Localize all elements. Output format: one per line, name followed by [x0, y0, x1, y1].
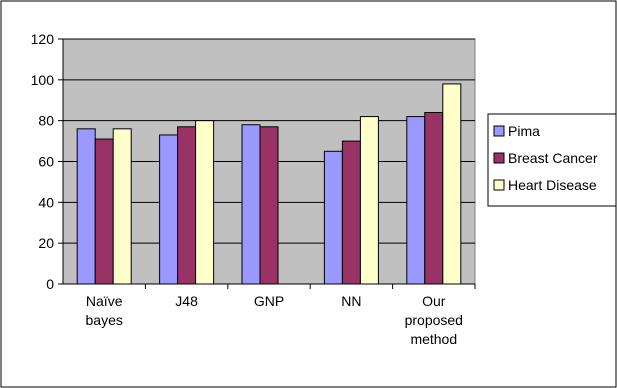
bar-pima [241, 124, 261, 285]
bar-heart-disease [112, 128, 132, 285]
bar-breast-cancer [94, 138, 114, 285]
bar-pima [76, 128, 96, 285]
x-tick-label: method [410, 331, 457, 347]
bar-heart-disease [442, 83, 462, 285]
axes: 0 20 40 60 80 100 120 Naïve bayes J48 GNP NN Our prop… [31, 31, 476, 347]
legend-swatch-pima [493, 125, 505, 137]
legend-label: Heart Disease [508, 177, 597, 193]
x-tick-label: GNP [254, 293, 284, 309]
x-tick-label: bayes [86, 312, 123, 328]
legend-box [487, 113, 617, 207]
x-tick-label: NN [341, 293, 361, 309]
x-tick-label: Naïve [86, 293, 123, 309]
bar-breast-cancer [259, 126, 279, 285]
bar-breast-cancer [341, 140, 361, 285]
x-tick-label: Our [422, 293, 446, 309]
bar-pima [323, 150, 343, 285]
bar-heart-disease [195, 120, 215, 285]
x-tick-label: proposed [405, 312, 463, 328]
bar-pima [159, 134, 179, 285]
legend: Pima Breast Cancer Heart Disease [487, 113, 617, 207]
legend-swatch-breast-cancer [493, 152, 505, 164]
y-tick-label: 40 [38, 194, 54, 210]
legend-label: Pima [508, 123, 540, 139]
bar-breast-cancer [424, 112, 444, 285]
y-tick-label: 80 [38, 113, 54, 129]
bar-pima [406, 116, 426, 285]
y-tick-label: 100 [31, 72, 55, 88]
y-tick-label: 20 [38, 235, 54, 251]
x-tick-label: J48 [175, 293, 198, 309]
y-tick-label: 120 [31, 31, 55, 47]
bar-heart-disease [359, 116, 379, 285]
y-tick-label: 0 [46, 276, 54, 292]
bars [76, 83, 462, 285]
bar-breast-cancer [177, 126, 197, 285]
y-tick-label: 60 [38, 154, 54, 170]
legend-swatch-heart-disease [493, 179, 505, 191]
legend-label: Breast Cancer [508, 150, 598, 166]
